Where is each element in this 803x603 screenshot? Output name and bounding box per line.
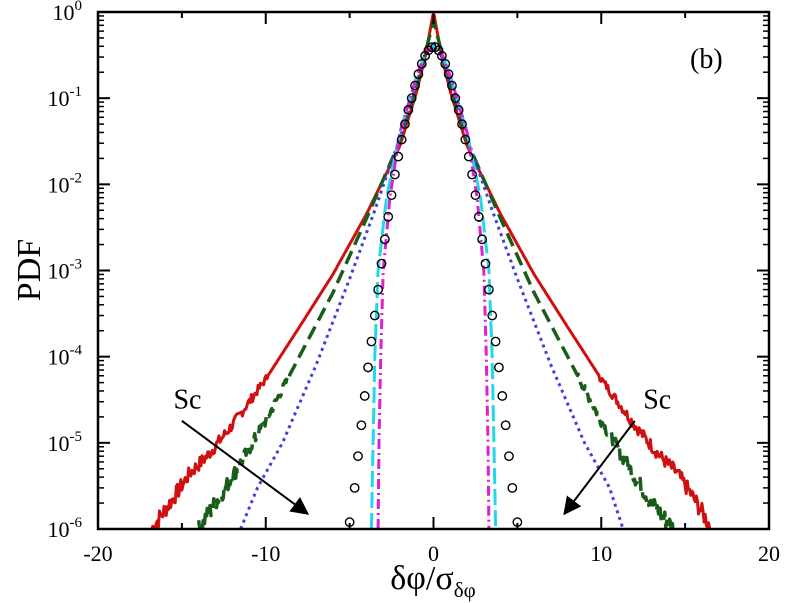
series-point xyxy=(473,211,484,222)
y-tick-label: 100 xyxy=(53,0,83,25)
series-point xyxy=(353,451,363,462)
series-point xyxy=(390,169,400,180)
series-point xyxy=(383,211,394,222)
y-tick-label: 10-4 xyxy=(48,343,83,370)
series-point xyxy=(460,134,471,145)
series-layer xyxy=(150,13,712,529)
series-point xyxy=(443,69,454,80)
series-point xyxy=(477,234,488,245)
series-point xyxy=(507,482,518,493)
series-point xyxy=(413,69,424,80)
x-tick-label: 0 xyxy=(428,541,439,566)
x-tick-label: -10 xyxy=(251,541,280,566)
series-point xyxy=(497,391,508,401)
series-point xyxy=(457,119,467,130)
series-point xyxy=(494,362,504,373)
series-point xyxy=(487,310,498,321)
series-point xyxy=(349,482,360,493)
series-point xyxy=(410,80,420,91)
series-point xyxy=(400,119,410,130)
series-point xyxy=(376,258,387,269)
y-tick-label: 10-3 xyxy=(48,257,83,284)
series-point xyxy=(379,234,390,245)
series-point xyxy=(373,284,384,295)
sc-annotation: Sc xyxy=(643,385,671,416)
series-point xyxy=(430,42,441,53)
series-line-5 xyxy=(376,44,491,529)
y-axis-title: PDF xyxy=(11,239,48,301)
series-point xyxy=(359,391,370,401)
series-point xyxy=(470,190,481,200)
series-point xyxy=(393,151,404,162)
x-axis-title-subscript: δφ xyxy=(454,578,476,602)
plot-frame xyxy=(96,10,771,531)
y-tick-label: 10-1 xyxy=(48,84,83,111)
x-tick-label: 20 xyxy=(758,541,780,566)
series-line-3 xyxy=(239,40,625,529)
sc-annotation: Sc xyxy=(173,385,201,416)
sc-arrow xyxy=(181,420,310,515)
series-point xyxy=(403,105,414,115)
series-point xyxy=(480,258,491,269)
series-point xyxy=(396,134,407,145)
x-axis-title: δφ/σδφ xyxy=(390,560,475,602)
series-line-4 xyxy=(369,44,498,529)
series-point xyxy=(483,284,494,295)
x-tick-label: 10 xyxy=(590,541,612,566)
series-point xyxy=(386,190,397,200)
series-point xyxy=(463,151,474,162)
y-tick-label: 10-5 xyxy=(48,429,83,456)
sc-arrow xyxy=(563,420,636,516)
x-axis-title-main: δφ/σ xyxy=(390,560,453,597)
series-line-2 xyxy=(196,19,675,529)
series-point xyxy=(500,420,511,431)
x-tick-label: -20 xyxy=(83,541,112,566)
series-point xyxy=(406,93,417,104)
series-point xyxy=(453,105,464,115)
series-point xyxy=(440,58,451,69)
series-point xyxy=(490,336,501,347)
annotation-layer: Sc Sc xyxy=(173,385,671,516)
series-point xyxy=(436,50,447,61)
y-tick-label: 10-6 xyxy=(48,515,83,542)
series-point xyxy=(416,58,427,69)
ticks-layer: -20 -10 0 10 20 10-6 10-5 10-4 10-3 10-2 10-1 100 xyxy=(48,0,781,566)
series-point xyxy=(447,80,457,91)
series-point xyxy=(356,420,367,431)
series-point xyxy=(450,93,461,104)
series-point xyxy=(363,362,373,373)
series-point xyxy=(369,310,380,321)
series-point xyxy=(366,336,377,347)
y-tick-label: 10-2 xyxy=(48,170,83,197)
axes-layer xyxy=(96,10,771,531)
series-point xyxy=(467,169,477,180)
panel-label: (b) xyxy=(690,44,723,75)
series-point xyxy=(504,451,514,462)
